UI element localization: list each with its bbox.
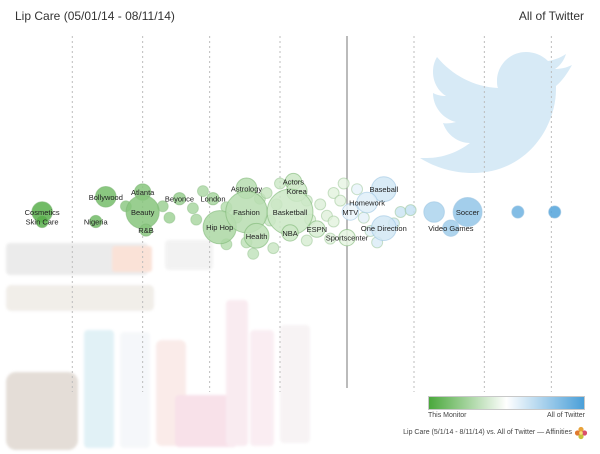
topic-label-espn: ESPN xyxy=(307,225,327,234)
topic-label-sportscenter: Sportscenter xyxy=(326,234,369,243)
filler-bubble-4 xyxy=(186,202,199,215)
topic-bubble-nigeria[interactable] xyxy=(89,214,103,229)
topic-label-astrology: Astrology xyxy=(231,184,263,193)
legend-gradient-bar xyxy=(428,396,585,410)
topic-label-nigeria: Nigeria xyxy=(84,218,109,227)
dispenser-image xyxy=(165,240,213,270)
white-tube-image xyxy=(280,325,310,443)
filler-bubble-16 xyxy=(314,198,327,211)
topic-label-cosmetics: Cosmetics xyxy=(25,208,60,217)
filler-bubble-34 xyxy=(324,232,337,245)
topic-bubble-beyonce[interactable] xyxy=(172,192,187,206)
filler-bubble-33 xyxy=(351,183,364,196)
topic-bubble-one-direction[interactable] xyxy=(370,215,397,242)
topic-bubble-baseball[interactable] xyxy=(370,176,397,203)
filler-bubble-24 xyxy=(394,206,407,218)
topic-bubble-r-b[interactable] xyxy=(139,223,153,237)
filler-bubble-11 xyxy=(267,242,280,255)
filler-bubble-5 xyxy=(190,213,203,226)
topic-label-beauty: Beauty xyxy=(131,208,155,217)
topic-label-fashion: Fashion xyxy=(233,208,260,217)
affinities-flower-icon[interactable] xyxy=(574,426,588,440)
balm-stick-image xyxy=(84,330,114,448)
filler-bubble-31 xyxy=(260,187,273,199)
comparison-scope: All of Twitter xyxy=(518,9,584,23)
filler-bubble-20 xyxy=(334,194,347,207)
topic-bubble-skin-care[interactable] xyxy=(35,214,49,229)
topic-label-soccer: Soccer xyxy=(456,208,480,217)
bubble-series xyxy=(31,172,562,260)
filler-bubble-22 xyxy=(357,211,370,224)
lipstick-cap-image xyxy=(112,246,152,272)
filler-bubble-32 xyxy=(300,234,313,247)
filler-bubble-3 xyxy=(163,211,176,224)
filler-bubble-19 xyxy=(327,215,340,228)
topic-label-baseball: Baseball xyxy=(369,185,398,194)
chart-caption: Lip Care (5/1/14 - 8/11/14) vs. All of T… xyxy=(403,429,572,436)
topic-label-skin-care: Skin Care xyxy=(26,218,59,227)
filler-bubble-18 xyxy=(327,187,340,199)
topic-label-actors: Actors xyxy=(283,178,305,187)
topic-bubble-health[interactable] xyxy=(243,222,270,249)
topic-label-nba: NBA xyxy=(282,229,297,238)
sunscreen-tube-image xyxy=(120,332,150,448)
fabulips-stick-image xyxy=(226,300,248,446)
topic-bubble-espn[interactable] xyxy=(308,220,326,238)
topic-label-atlanta: Atlanta xyxy=(131,188,155,197)
topic-bubble-bollywood[interactable] xyxy=(95,186,117,208)
topic-bubble-sportscenter[interactable] xyxy=(338,228,356,247)
legend-labels: This Monitor All of Twitter xyxy=(428,412,585,424)
topic-bubble-mtv[interactable] xyxy=(341,203,360,221)
chart-title: Lip Care (05/01/14 - 08/11/14) xyxy=(15,9,175,23)
affinity-legend: This Monitor All of Twitter xyxy=(428,396,585,424)
topic-bubble-unlabeled-26[interactable] xyxy=(511,205,525,219)
fabulips-stick-2-image xyxy=(250,330,274,446)
product-collage-image xyxy=(6,240,310,450)
topic-label-bollywood: Bollywood xyxy=(89,193,123,202)
topic-bubble-unlabeled-25[interactable] xyxy=(423,201,445,223)
topic-label-beyonce: Beyonce xyxy=(165,195,194,204)
filler-bubble-21 xyxy=(337,177,350,190)
chapstick-image xyxy=(6,285,154,311)
topic-label-basketball: Basketball xyxy=(273,208,308,217)
topic-bubble-homework[interactable] xyxy=(356,191,378,214)
topic-label-video-games: Video Games xyxy=(428,224,474,233)
filler-bubble-6 xyxy=(196,185,209,198)
topic-label-hip-hop: Hip Hop xyxy=(206,223,233,232)
legend-right-label: All of Twitter xyxy=(547,412,585,419)
topic-bubble-video-games[interactable] xyxy=(442,219,460,237)
filler-bubble-25 xyxy=(404,204,417,217)
topic-label-homework: Homework xyxy=(349,199,385,208)
filler-bubble-29 xyxy=(247,247,260,260)
topic-label-health: Health xyxy=(246,232,268,241)
gridlines xyxy=(71,36,552,392)
topic-bubble-unlabeled-27[interactable] xyxy=(548,205,562,219)
twitter-bird-icon xyxy=(420,52,572,173)
fabulips-box-image xyxy=(175,395,237,447)
topic-label-one-direction: One Direction xyxy=(361,224,407,233)
topic-bubble-nba[interactable] xyxy=(281,224,299,242)
legend-left-label: This Monitor xyxy=(428,412,467,419)
lip-jar-image xyxy=(6,372,78,450)
topic-bubble-london[interactable] xyxy=(206,192,220,206)
topic-label-r-b: R&B xyxy=(138,226,153,235)
topic-label-korea: Korea xyxy=(287,187,308,196)
topic-label-mtv: MTV xyxy=(342,208,358,217)
topic-bubble-soccer[interactable] xyxy=(452,197,483,227)
topic-label-london: London xyxy=(200,195,225,204)
